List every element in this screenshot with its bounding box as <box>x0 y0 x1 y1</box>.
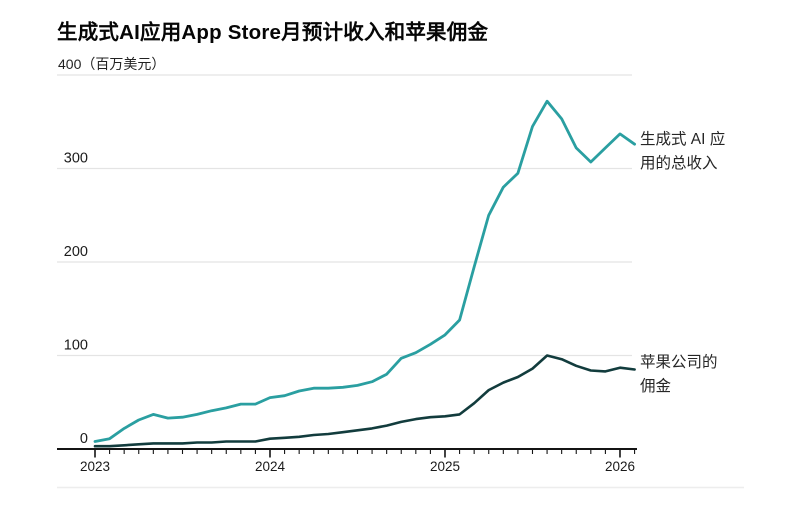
y-tick-label-100: 100 <box>64 338 88 354</box>
x-axis-year-label-2026: 2026 <box>605 459 635 474</box>
commission-line <box>93 354 636 448</box>
y-tick-label-200: 200 <box>64 244 88 260</box>
series-label-revenue-line1: 生成式 AI 应 <box>640 131 726 148</box>
y-tick-label-0: 0 <box>80 431 88 447</box>
series-label-commission-line2: 佣金 <box>640 378 672 395</box>
revenue-line <box>93 99 636 443</box>
x-axis-year-label-2024: 2024 <box>255 459 286 474</box>
y-axis-top-tick-label: 400 <box>58 56 82 72</box>
series-label-commission-line1: 苹果公司的 <box>640 354 718 371</box>
series-label-commission: 苹果公司的 佣金 <box>640 351 770 399</box>
series-label-revenue: 生成式 AI 应 用的总收入 <box>640 128 770 176</box>
x-axis-year-label-2023: 2023 <box>80 459 110 474</box>
y-tick-label-300: 300 <box>64 151 88 167</box>
y-axis-unit-row: 400（百万美元） <box>58 54 165 74</box>
series-label-revenue-line2: 用的总收入 <box>640 155 718 172</box>
chart-title: 生成式AI应用App Store月预计收入和苹果佣金 <box>57 21 489 44</box>
x-axis-year-label-2025: 2025 <box>430 459 460 474</box>
y-axis-unit-label: （百万美元） <box>81 56 166 72</box>
